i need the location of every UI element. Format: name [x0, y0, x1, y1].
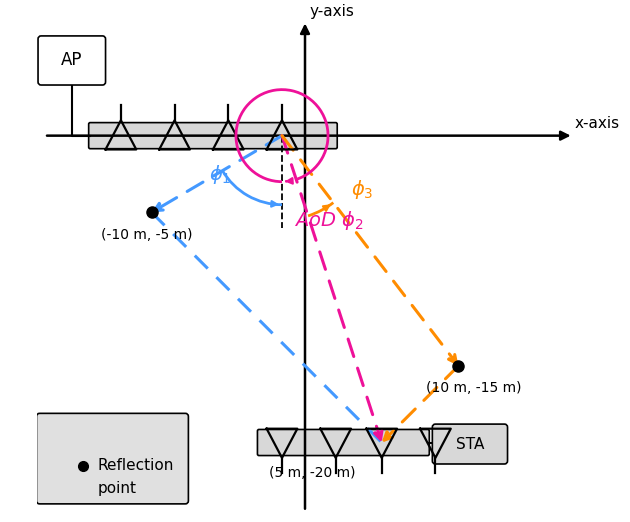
FancyBboxPatch shape — [258, 430, 429, 456]
Text: y-axis: y-axis — [309, 4, 355, 19]
Text: (5 m, -20 m): (5 m, -20 m) — [270, 466, 356, 480]
Text: STA: STA — [455, 436, 484, 452]
Text: $\phi_1$: $\phi_1$ — [210, 162, 232, 185]
Text: Reflection: Reflection — [98, 458, 175, 473]
Text: (10 m, -15 m): (10 m, -15 m) — [426, 381, 522, 395]
FancyBboxPatch shape — [38, 36, 106, 85]
Text: point: point — [98, 481, 137, 496]
FancyBboxPatch shape — [432, 424, 508, 464]
Text: AP: AP — [61, 52, 83, 69]
Text: x-axis: x-axis — [575, 116, 620, 131]
Text: AoD $\phi_2$: AoD $\phi_2$ — [294, 208, 364, 232]
Text: (-10 m, -5 m): (-10 m, -5 m) — [101, 228, 193, 242]
FancyBboxPatch shape — [89, 123, 337, 149]
Text: $\phi_3$: $\phi_3$ — [351, 178, 374, 201]
FancyBboxPatch shape — [37, 413, 188, 504]
